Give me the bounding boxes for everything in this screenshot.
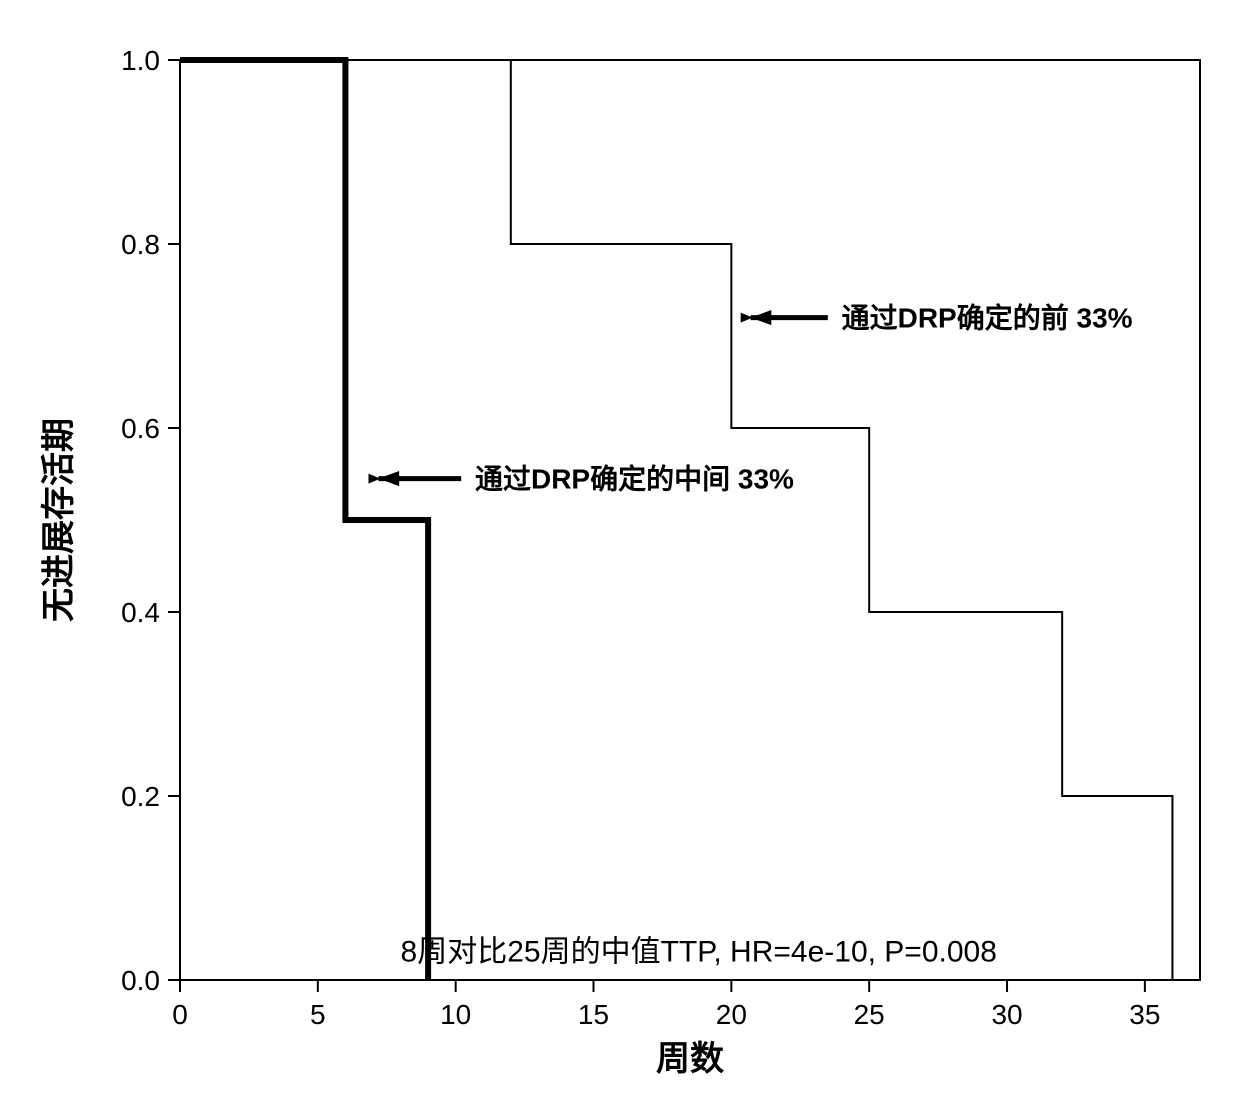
y-tick-label: 0.2	[121, 781, 160, 812]
chart-svg: 0 5 10 15 20 25 30 35 周数 0.0 0.2 0.4 0.6 0.8 1.0 无进展存活期…	[20, 20, 1220, 1100]
y-tick-label: 1.0	[121, 45, 160, 76]
arrowhead-icon	[751, 310, 772, 325]
x-tick-label: 20	[716, 999, 747, 1030]
x-tick-label: 35	[1129, 999, 1160, 1030]
y-tick-label: 0.4	[121, 597, 160, 628]
y-axis-title: 无进展存活期	[40, 418, 78, 622]
annotation-text: 通过DRP确定的前 33%	[842, 302, 1133, 334]
survival-chart: 0 5 10 15 20 25 30 35 周数 0.0 0.2 0.4 0.6 0.8 1.0 无进展存活期…	[20, 20, 1220, 1100]
x-tick-label: 15	[578, 999, 609, 1030]
footer-text: 8周对比25周的中值TTP, HR=4e-10, P=0.008	[401, 936, 997, 969]
y-tick-label: 0.8	[121, 229, 160, 260]
x-tick-label: 30	[991, 999, 1022, 1030]
annotation-text: 通过DRP确定的中间 33%	[475, 463, 794, 495]
x-tick-label: 0	[172, 999, 188, 1030]
x-tick-label: 5	[310, 999, 326, 1030]
y-tick-label: 0.0	[121, 965, 160, 996]
series-top33	[180, 60, 1172, 980]
arrowhead-icon	[378, 471, 399, 486]
plot-border	[180, 60, 1200, 980]
series-middle33	[180, 60, 428, 980]
y-tick-label: 0.6	[121, 413, 160, 444]
x-tick-label: 10	[440, 999, 471, 1030]
x-tick-label: 25	[854, 999, 885, 1030]
x-axis-title: 周数	[656, 1040, 724, 1078]
